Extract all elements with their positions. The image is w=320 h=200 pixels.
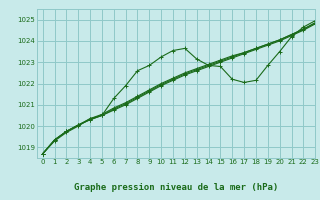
Text: Graphe pression niveau de la mer (hPa): Graphe pression niveau de la mer (hPa) (74, 183, 278, 192)
